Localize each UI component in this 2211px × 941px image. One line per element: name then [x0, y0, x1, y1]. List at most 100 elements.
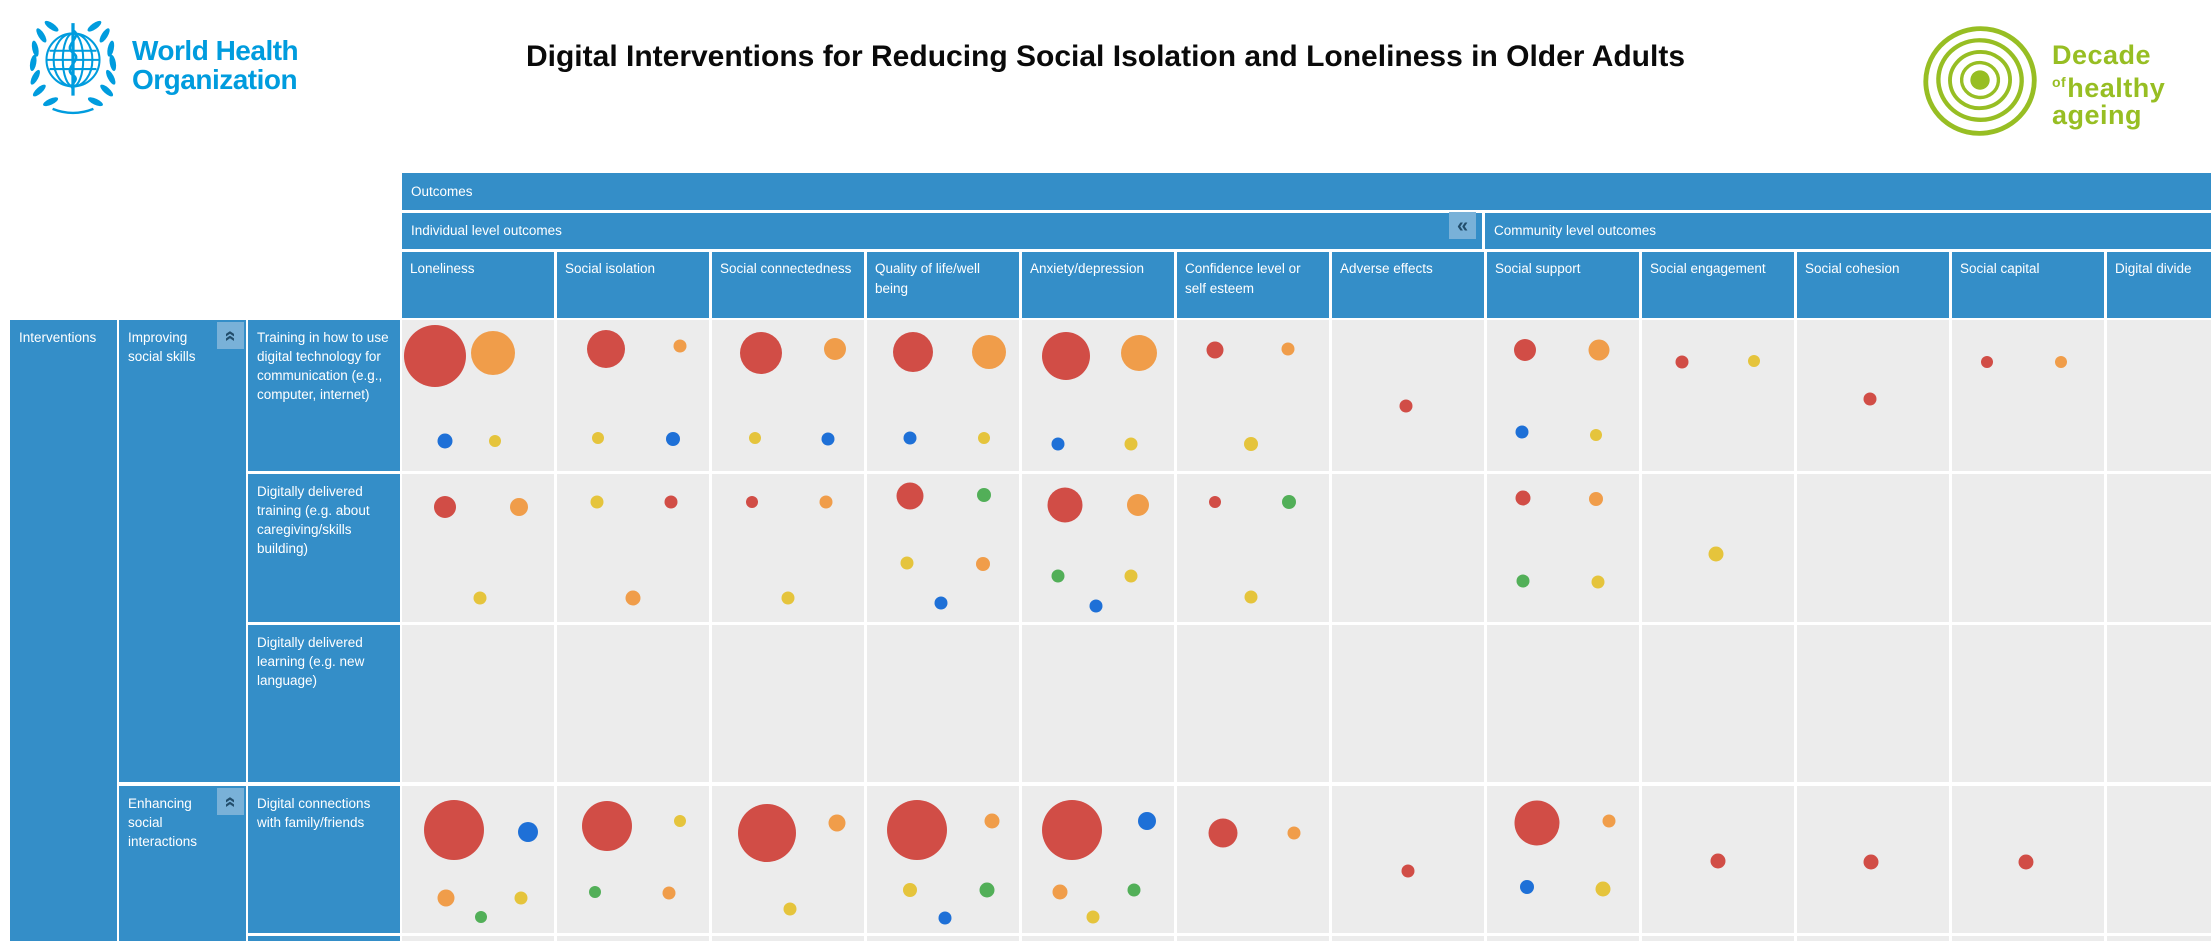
column-header-social-connectedness: Social connectedness	[712, 252, 864, 318]
bubble-red[interactable]	[1209, 496, 1221, 509]
bubble-orange[interactable]	[673, 339, 687, 353]
bubble-yellow[interactable]	[1708, 546, 1724, 562]
bubble-yellow[interactable]	[902, 883, 917, 898]
bubble-red[interactable]	[664, 495, 678, 509]
bubble-red[interactable]	[892, 331, 933, 372]
bubble-yellow[interactable]	[978, 431, 991, 444]
bubble-yellow[interactable]	[1124, 569, 1138, 583]
bubble-red[interactable]	[1208, 818, 1238, 848]
bubble-yellow[interactable]	[1244, 590, 1258, 604]
bubble-yellow[interactable]	[590, 495, 604, 509]
bubble-red[interactable]	[423, 800, 484, 861]
bubble-red[interactable]	[1401, 864, 1415, 878]
bubble-green[interactable]	[1127, 883, 1141, 897]
bubble-blue[interactable]	[1089, 599, 1103, 613]
bubble-blue[interactable]	[934, 596, 948, 610]
bubble-orange[interactable]	[975, 557, 990, 572]
bubble-blue[interactable]	[1515, 425, 1529, 439]
bubble-yellow[interactable]	[781, 591, 795, 605]
collapse-columns-icon[interactable]: «	[1449, 212, 1476, 239]
bubble-blue[interactable]	[518, 821, 539, 842]
bubble-red[interactable]	[1675, 355, 1689, 369]
bubble-red[interactable]	[1399, 399, 1413, 413]
bubble-red[interactable]	[586, 329, 625, 368]
bubble-yellow[interactable]	[592, 431, 605, 444]
bubble-orange[interactable]	[1589, 492, 1604, 507]
bubble-green[interactable]	[1516, 574, 1530, 588]
bubble-red[interactable]	[739, 332, 782, 375]
bubble-yellow[interactable]	[1244, 436, 1259, 451]
bubble-yellow[interactable]	[1590, 428, 1603, 441]
bubble-red[interactable]	[1863, 854, 1879, 870]
bubble-red[interactable]	[737, 804, 796, 863]
bubble-orange[interactable]	[828, 814, 846, 832]
bubble-blue[interactable]	[1519, 880, 1534, 895]
bubble-orange[interactable]	[625, 590, 641, 606]
bubble-red[interactable]	[1980, 356, 1993, 369]
bubble-green[interactable]	[1051, 569, 1065, 583]
bubble-red[interactable]	[404, 325, 467, 388]
bubble-yellow[interactable]	[1124, 437, 1138, 451]
bubble-red[interactable]	[1514, 800, 1560, 846]
bubble-red[interactable]	[1515, 490, 1531, 506]
bubble-yellow[interactable]	[748, 431, 761, 444]
bubble-yellow[interactable]	[1748, 354, 1761, 367]
bubble-yellow[interactable]	[473, 591, 487, 605]
bubble-orange[interactable]	[437, 889, 455, 907]
bubble-yellow[interactable]	[488, 434, 501, 447]
bubble-blue[interactable]	[1137, 812, 1156, 831]
bubble-blue[interactable]	[1051, 437, 1065, 451]
bubble-red[interactable]	[1047, 487, 1083, 523]
bubble-yellow[interactable]	[783, 902, 797, 916]
bubble-yellow[interactable]	[514, 891, 528, 905]
bubble-red[interactable]	[1710, 853, 1726, 869]
bubble-orange[interactable]	[1287, 826, 1301, 840]
row-label-training-in-how-to-use-digital-technolog: Training in how to use digital technolog…	[248, 320, 400, 471]
bubble-red[interactable]	[896, 482, 924, 510]
collapse-group-enhancing-icon[interactable]: «	[217, 788, 244, 815]
bubble-blue[interactable]	[821, 432, 835, 446]
bubble-orange[interactable]	[471, 331, 516, 376]
bubble-orange[interactable]	[819, 495, 833, 509]
bubble-orange[interactable]	[1602, 814, 1616, 828]
collapse-group-improving-icon[interactable]: «	[217, 322, 244, 349]
bubble-orange[interactable]	[1126, 494, 1149, 517]
bubble-red[interactable]	[1042, 800, 1103, 861]
bubble-green[interactable]	[979, 882, 995, 898]
bubble-blue[interactable]	[665, 432, 680, 447]
bubble-blue[interactable]	[903, 431, 917, 445]
bubble-orange[interactable]	[2055, 356, 2068, 369]
bubble-red[interactable]	[1863, 392, 1877, 406]
bubble-red[interactable]	[582, 800, 633, 851]
bubble-orange[interactable]	[1121, 335, 1158, 372]
bubble-green[interactable]	[977, 487, 992, 502]
bubble-red[interactable]	[433, 495, 456, 518]
bubble-orange[interactable]	[1052, 884, 1068, 900]
bubble-orange[interactable]	[510, 497, 529, 516]
bubble-blue[interactable]	[938, 911, 952, 925]
bubble-red[interactable]	[887, 800, 948, 861]
bubble-green[interactable]	[589, 885, 601, 898]
bubble-yellow[interactable]	[1595, 881, 1611, 897]
cell-cutoff-c11	[2107, 936, 2211, 941]
bubble-red[interactable]	[1514, 339, 1536, 362]
bubble-yellow[interactable]	[1086, 910, 1100, 924]
bubble-orange[interactable]	[662, 886, 676, 900]
bubble-red[interactable]	[1042, 332, 1091, 381]
bubble-red[interactable]	[2018, 854, 2034, 870]
bubble-yellow[interactable]	[900, 556, 914, 570]
bubble-yellow[interactable]	[674, 815, 687, 828]
bubble-green[interactable]	[1282, 495, 1297, 510]
bubble-orange[interactable]	[1281, 342, 1295, 356]
bubble-green[interactable]	[475, 910, 488, 923]
bubble-orange[interactable]	[824, 337, 847, 360]
bubble-orange[interactable]	[984, 813, 1000, 829]
bubble-red[interactable]	[745, 496, 758, 509]
bubble-orange[interactable]	[1588, 339, 1610, 361]
bubble-orange[interactable]	[971, 334, 1006, 369]
bubble-red[interactable]	[1206, 341, 1224, 359]
cell-r3-c0	[402, 786, 554, 933]
bubble-yellow[interactable]	[1591, 575, 1605, 589]
who-wordmark-line1: World Health	[132, 35, 299, 66]
bubble-blue[interactable]	[437, 433, 453, 449]
